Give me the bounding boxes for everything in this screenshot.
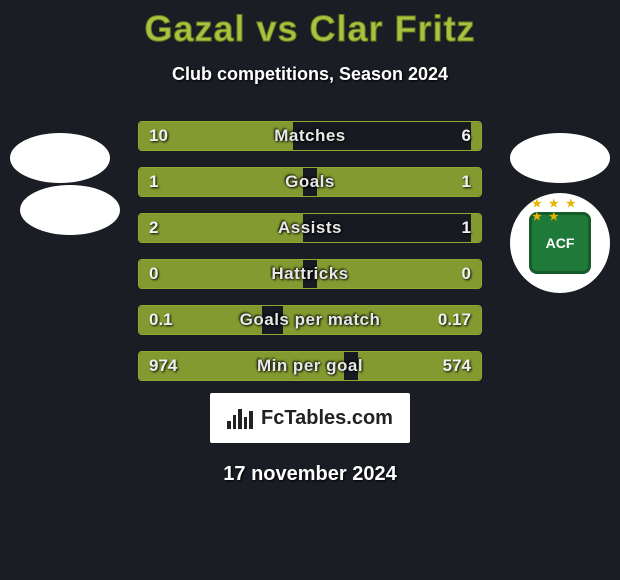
- stat-rows: 106Matches11Goals21Assists00Hattricks0.1…: [138, 121, 482, 397]
- stat-row: 00Hattricks: [138, 259, 482, 289]
- crest-icon: ★ ★ ★ ★ ★ ACF: [529, 212, 591, 274]
- stat-row: 106Matches: [138, 121, 482, 151]
- crest-label: ACF: [546, 235, 575, 251]
- stat-row: 21Assists: [138, 213, 482, 243]
- right-team-badge-2: ★ ★ ★ ★ ★ ACF: [510, 193, 610, 293]
- stat-value-right: 1: [452, 214, 481, 242]
- footer-date: 17 november 2024: [0, 463, 620, 486]
- stat-value-right: 1: [452, 168, 481, 196]
- stat-row: 11Goals: [138, 167, 482, 197]
- right-team-badge-1: [510, 133, 610, 183]
- stat-value-left: 0: [139, 260, 168, 288]
- stat-value-left: 0.1: [139, 306, 183, 334]
- stat-value-left: 2: [139, 214, 168, 242]
- crest-stars: ★ ★ ★ ★ ★: [532, 197, 588, 223]
- stat-value-left: 10: [139, 122, 178, 150]
- stat-value-right: 0.17: [428, 306, 481, 334]
- brand-box: FcTables.com: [210, 393, 410, 443]
- left-team-badge-2: [20, 185, 120, 235]
- stat-value-right: 0: [452, 260, 481, 288]
- stat-value-right: 574: [433, 352, 481, 380]
- subtitle: Club competitions, Season 2024: [0, 64, 620, 85]
- page-title: Gazal vs Clar Fritz: [0, 0, 620, 50]
- brand-text: FcTables.com: [261, 407, 393, 430]
- stat-row: 0.10.17Goals per match: [138, 305, 482, 335]
- comparison-area: ★ ★ ★ ★ ★ ACF 106Matches11Goals21Assists…: [0, 121, 620, 381]
- bar-chart-icon: [227, 407, 253, 429]
- stat-value-right: 6: [452, 122, 481, 150]
- left-team-badge-1: [10, 133, 110, 183]
- stat-value-left: 974: [139, 352, 187, 380]
- stat-row: 974574Min per goal: [138, 351, 482, 381]
- stat-value-left: 1: [139, 168, 168, 196]
